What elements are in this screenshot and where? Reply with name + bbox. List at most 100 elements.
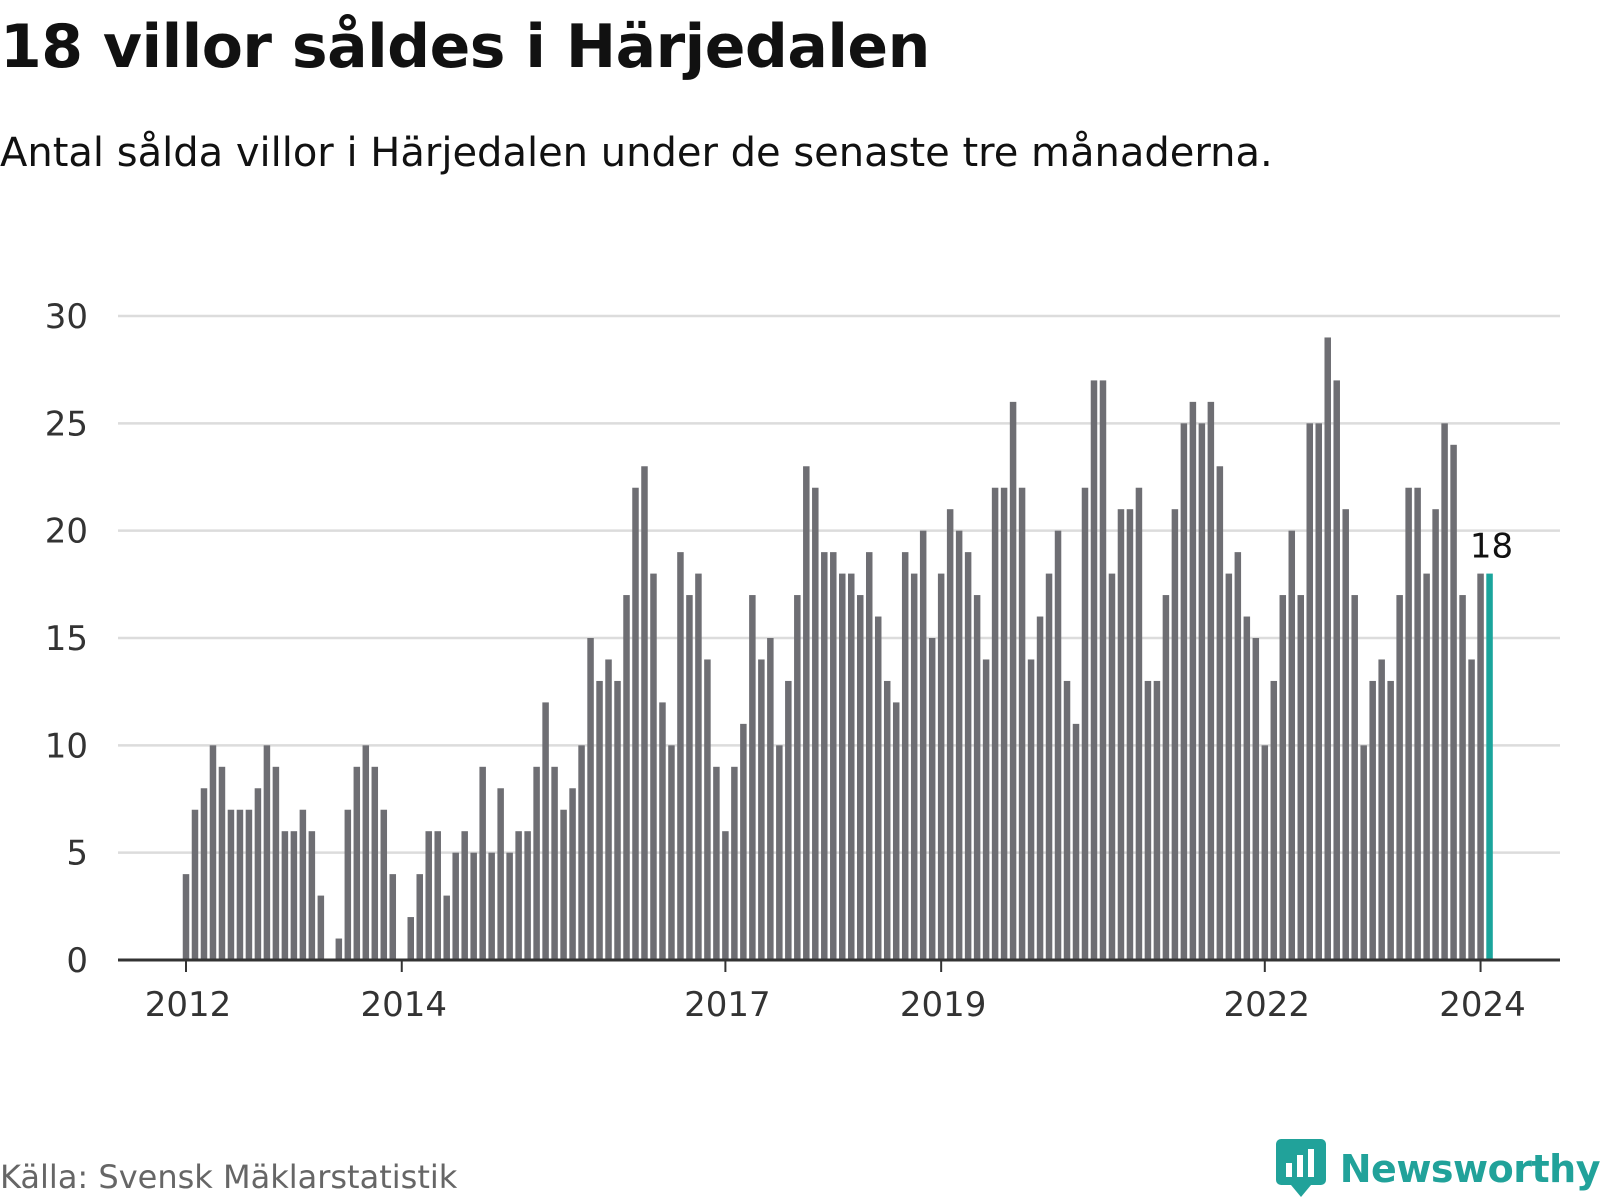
bar: [254, 788, 262, 960]
y-tick-label: 0: [66, 941, 88, 981]
bar: [1198, 423, 1206, 960]
bar: [263, 745, 271, 960]
bar: [1144, 680, 1152, 960]
bar: [578, 745, 585, 960]
bar: [839, 573, 846, 960]
x-tick-label: 2019: [900, 985, 987, 1025]
bar: [1387, 680, 1394, 960]
bar: [1072, 723, 1080, 960]
bar: [182, 874, 190, 960]
bar: [1351, 595, 1358, 960]
bar: [344, 809, 352, 960]
bar: [1297, 595, 1305, 960]
bar: [245, 809, 253, 960]
bar: [991, 487, 999, 960]
bar: [191, 809, 199, 960]
bar: [362, 745, 370, 960]
bar: [704, 659, 711, 960]
bar: [1063, 680, 1071, 960]
bar: [1081, 487, 1089, 960]
y-tick-label: 25: [45, 404, 88, 444]
bar: [1405, 487, 1412, 960]
bar: [1027, 659, 1035, 960]
bar: [1450, 444, 1457, 960]
bar: [668, 745, 675, 960]
bar: [1234, 552, 1242, 960]
bar: [1153, 680, 1161, 960]
bar: [1423, 573, 1430, 960]
bar: [1441, 423, 1448, 960]
bar: [1315, 423, 1322, 960]
bar: [1306, 423, 1313, 960]
bar: [524, 831, 531, 960]
page-title: 18 villor såldes i Härjedalen: [0, 12, 930, 82]
bar: [722, 831, 729, 960]
bar: [1369, 680, 1376, 960]
source-note: Källa: Svensk Mäklarstatistik: [0, 1158, 458, 1196]
bar: [1243, 616, 1251, 960]
y-tick-label: 20: [45, 512, 88, 552]
bar: [794, 595, 801, 960]
bar: [488, 852, 495, 960]
bar: [623, 595, 630, 960]
bar: [892, 702, 900, 960]
bar: [776, 745, 783, 960]
bar: [821, 552, 828, 960]
y-tick-label: 30: [45, 297, 88, 337]
bar: [1162, 595, 1170, 960]
bar: [1117, 509, 1125, 960]
bar: [443, 895, 450, 960]
bar: [1180, 423, 1188, 960]
bar: [1324, 337, 1331, 960]
bar: [227, 809, 235, 960]
bar: [677, 552, 684, 960]
brand-name: Newsworthy: [1339, 1147, 1600, 1191]
bar: [1108, 573, 1116, 960]
bar: [209, 745, 217, 960]
x-tick-label: 2012: [145, 985, 232, 1025]
bar: [200, 788, 208, 960]
bar: [335, 938, 343, 960]
bar: [1252, 638, 1260, 960]
bar: [1432, 509, 1439, 960]
bar: [1009, 401, 1017, 960]
x-tick-label: 2014: [360, 985, 447, 1025]
axes: 0 5 10 15 20 25 30 18 2012 2014 2017 2019 2022 2024: [45, 297, 1560, 1025]
bar: [767, 638, 774, 960]
bar: [1477, 573, 1484, 960]
newsworthy-logo-icon: [1275, 1139, 1326, 1197]
bar: [874, 616, 882, 960]
bar: [1099, 380, 1107, 960]
bar: [659, 702, 666, 960]
bar: [479, 766, 486, 960]
brand-logo: Newsworthy: [1275, 1139, 1600, 1198]
bar: [461, 831, 468, 960]
bar: [1333, 380, 1340, 960]
bar: [1468, 659, 1475, 960]
bar: [883, 680, 891, 960]
bar: [506, 852, 513, 960]
bar: [1135, 487, 1143, 960]
bar: [281, 831, 289, 960]
bars: [182, 337, 1493, 960]
bar: [425, 831, 432, 960]
bar: [695, 573, 702, 960]
bar: [299, 809, 307, 960]
y-tick-label: 5: [66, 834, 88, 874]
bar: [946, 509, 954, 960]
bar: [1360, 745, 1367, 960]
bar: [686, 595, 693, 960]
bar: [1288, 530, 1296, 960]
bar: [380, 809, 388, 960]
bar: [1414, 487, 1421, 960]
bar: [371, 766, 379, 960]
page-subtitle: Antal sålda villor i Härjedalen under de…: [0, 130, 1273, 176]
x-tick-label: 2024: [1439, 985, 1526, 1025]
bar: [416, 874, 423, 960]
bar: [1126, 509, 1134, 960]
bar: [1261, 745, 1269, 960]
bar: [551, 766, 558, 960]
bar: [452, 852, 459, 960]
bar: [1018, 487, 1026, 960]
bar: [740, 723, 747, 960]
